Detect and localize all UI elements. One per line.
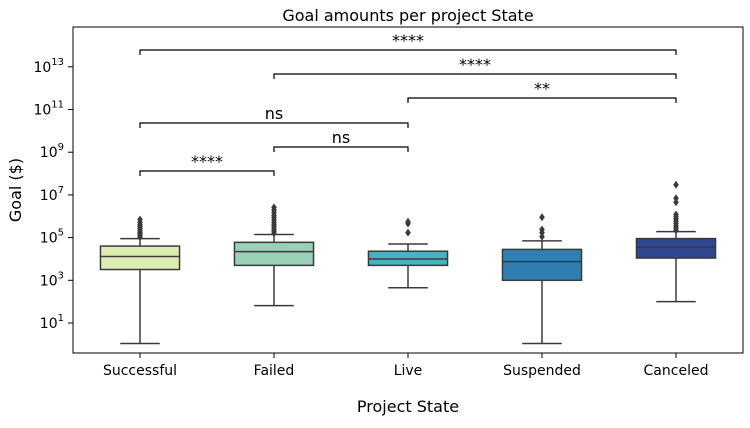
box-suspended (501, 248, 583, 282)
y-tick-label: 103 (40, 270, 64, 289)
y-axis: 101 103 105 107 109 1011 1013 (33, 57, 73, 332)
outlier-point (405, 228, 411, 237)
outlier-point (673, 198, 679, 207)
x-tick-label: Live (394, 363, 423, 379)
significance-bracket (273, 73, 677, 79)
significance-label: **** (191, 152, 223, 171)
outlier-point (673, 180, 679, 189)
box-failed (233, 241, 315, 267)
x-axis: Successful Failed Live Suspended Canceled (103, 353, 708, 379)
y-tick-label: 109 (40, 142, 64, 161)
significance-bracket (407, 97, 677, 103)
significance-label: **** (392, 31, 424, 50)
y-tick-label: 105 (40, 228, 64, 247)
box-canceled (635, 237, 717, 259)
x-tick-label: Suspended (503, 363, 581, 379)
y-tick-label: 101 (40, 313, 64, 332)
significance-bracket (139, 49, 677, 55)
plot-frame (72, 26, 744, 354)
outlier-point (673, 210, 679, 219)
significance-bracket (139, 170, 275, 176)
x-tick-label: Canceled (644, 363, 709, 379)
outlier-point (405, 217, 411, 226)
outlier-point (137, 215, 143, 224)
x-axis-label: Project State (357, 397, 459, 416)
y-tick-label: 1011 (33, 100, 64, 119)
significance-bracket (139, 122, 409, 128)
significance-label: **** (459, 55, 491, 74)
x-tick-label: Successful (103, 363, 177, 379)
outlier-point (673, 194, 679, 203)
outlier-point (539, 225, 545, 234)
y-tick-label: 107 (40, 185, 64, 204)
significance-label: ** (534, 79, 550, 98)
significance-bracket (273, 146, 409, 152)
outlier-point (539, 232, 545, 241)
box-successful (99, 245, 181, 271)
outlier-point (539, 213, 545, 222)
y-tick-label: 1013 (33, 57, 64, 76)
chart-title: Goal amounts per project State (282, 6, 533, 25)
significance-label: ns (332, 128, 350, 147)
x-tick-label: Failed (254, 363, 295, 379)
significance-label: ns (265, 104, 283, 123)
outlier-point (271, 203, 277, 212)
y-axis-label: Goal ($) (6, 158, 25, 222)
